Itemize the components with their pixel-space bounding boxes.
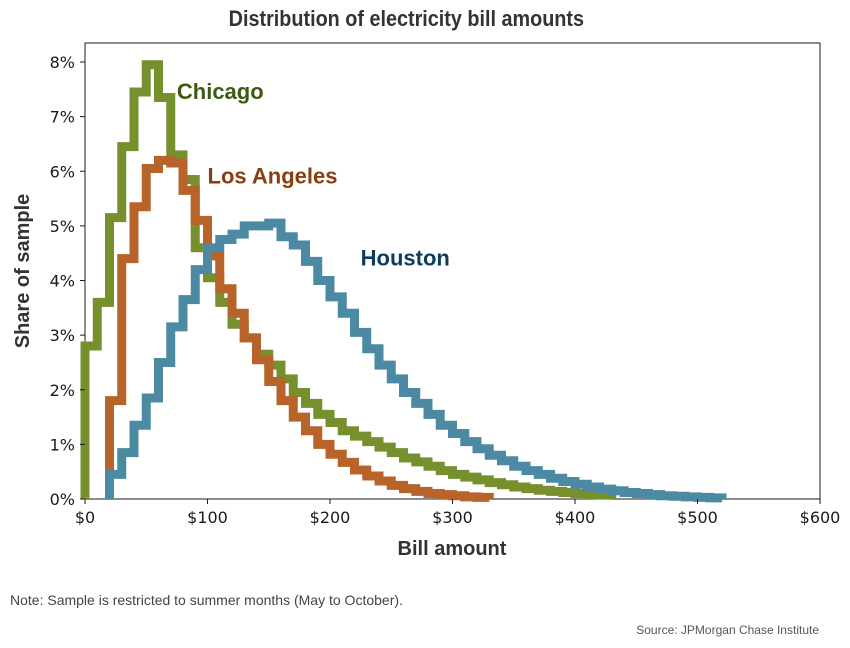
x-axis: $0 $100 $200 $300 $400 $500 $600	[75, 499, 841, 527]
footnote: Note: Sample is restricted to summer mon…	[10, 592, 403, 608]
y-tick-label: 7%	[50, 108, 75, 127]
source-credit: Source: JPMorgan Chase Institute	[636, 623, 819, 637]
y-tick-label: 0%	[50, 490, 75, 509]
y-axis: 0% 1% 2% 3% 4% 5% 6% 7% 8%	[50, 53, 85, 509]
y-axis-title: Share of sample	[12, 194, 34, 349]
y-tick-label: 5%	[50, 217, 75, 236]
y-tick-label: 8%	[50, 53, 75, 72]
x-axis-title: Bill amount	[398, 538, 507, 560]
y-tick-label: 6%	[50, 162, 75, 181]
series-label-los-angeles: Los Angeles	[208, 164, 338, 189]
series-label-chicago: Chicago	[177, 79, 264, 104]
y-tick-label: 3%	[50, 326, 75, 345]
y-tick-label: 1%	[50, 435, 75, 454]
x-tick-label: $300	[432, 508, 473, 527]
series-line-houston	[105, 218, 727, 503]
series-layer	[80, 60, 727, 503]
y-tick-label: 2%	[50, 381, 75, 400]
series-label-houston: Houston	[361, 246, 450, 271]
x-tick-label: $0	[75, 508, 95, 527]
x-tick-label: $500	[677, 508, 718, 527]
x-tick-label: $100	[187, 508, 228, 527]
x-tick-label: $600	[800, 508, 841, 527]
x-tick-label: $200	[310, 508, 351, 527]
chart-title: Distribution of electricity bill amounts	[228, 6, 585, 31]
series-labels: Chicago Los Angeles Houston	[177, 79, 450, 271]
series-line-chicago	[80, 60, 617, 500]
series-line-los-angeles	[105, 155, 494, 502]
x-tick-label: $400	[555, 508, 596, 527]
y-tick-label: 4%	[50, 272, 75, 291]
